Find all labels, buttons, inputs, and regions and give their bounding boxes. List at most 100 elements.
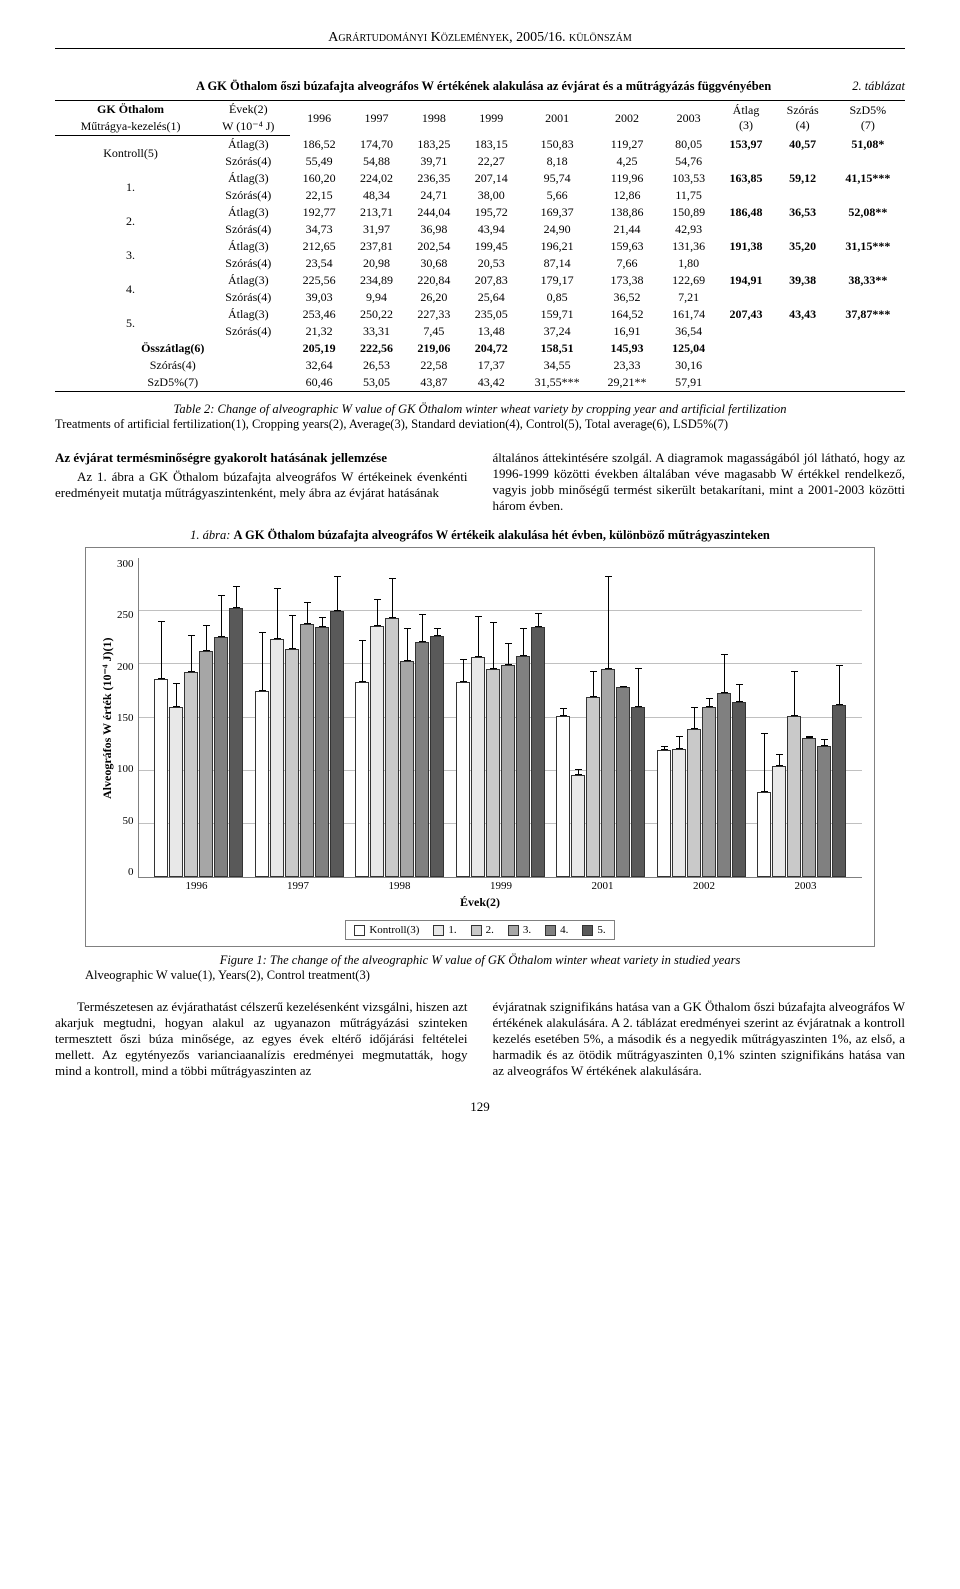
bar: [486, 669, 500, 877]
cell: 36,52: [594, 289, 660, 306]
cell-szoras-label: Szórás(4): [206, 221, 290, 238]
figure-lead: 1. ábra:: [190, 528, 230, 542]
cell: [831, 187, 905, 204]
cell-szoras-label: Szórás(4): [206, 289, 290, 306]
bar-wrap: [772, 558, 786, 877]
cell: 191,38: [717, 238, 774, 255]
cell: 54,88: [348, 153, 405, 170]
bar-wrap: [370, 558, 384, 877]
cell: 158,51: [520, 340, 594, 357]
cell: [717, 153, 774, 170]
cell: 160,20: [290, 170, 347, 187]
cell: [775, 374, 831, 392]
error-bar: [463, 659, 464, 682]
cell: [831, 221, 905, 238]
error-bar: [191, 635, 192, 672]
cell: 7,21: [660, 289, 717, 306]
cell: [717, 289, 774, 306]
error-bar: [292, 615, 293, 649]
bar: [516, 656, 530, 877]
table-title-row: A GK Öthalom őszi búzafajta alveográfos …: [55, 79, 905, 94]
legend-swatch: [354, 925, 365, 936]
cell-atlag-label: Átlag(3): [206, 272, 290, 289]
error-bar: [236, 586, 237, 608]
cell: 204,72: [463, 340, 520, 357]
cell: 159,63: [594, 238, 660, 255]
error-bar: [437, 628, 438, 635]
cell: 237,81: [348, 238, 405, 255]
year-group: [355, 558, 445, 877]
cell: 16,91: [594, 323, 660, 340]
bar: [199, 651, 213, 877]
bar: [255, 691, 269, 877]
bar: [687, 729, 701, 877]
bar-wrap: [330, 558, 344, 877]
bar-wrap: [817, 558, 831, 877]
legend-item: 3.: [508, 924, 531, 936]
cell: [717, 374, 774, 392]
cell: 5,66: [520, 187, 594, 204]
cell: 122,69: [660, 272, 717, 289]
cell: 22,58: [405, 357, 462, 374]
cell: 145,93: [594, 340, 660, 357]
summary-label: Összátlag(6): [55, 340, 290, 357]
bar-wrap: [531, 558, 545, 877]
error-bar: [709, 698, 710, 707]
bar-wrap: [415, 558, 429, 877]
cell: 17,37: [463, 357, 520, 374]
bar-wrap: [757, 558, 771, 877]
cell: 1,80: [660, 255, 717, 272]
y-axis-label: Alveográfos W érték (10⁻⁴ J)(1): [98, 558, 117, 878]
hdr-y0: 1996: [290, 101, 347, 136]
legend-swatch: [582, 925, 593, 936]
bar-wrap: [556, 558, 570, 877]
x-tick: 2001: [558, 880, 648, 892]
para2-right: évjáratnak szignifikáns hatása van a GK …: [493, 999, 906, 1079]
error-bar: [206, 625, 207, 651]
bar-wrap: [802, 558, 816, 877]
error-bar: [824, 739, 825, 746]
cell: 22,15: [290, 187, 347, 204]
summary-label: SzD5%(7): [55, 374, 290, 392]
bar: [531, 627, 545, 877]
year-group: [656, 558, 746, 877]
bar: [430, 636, 444, 877]
cell-szoras-label: Szórás(4): [206, 187, 290, 204]
cell-atlag-label: Átlag(3): [206, 136, 290, 154]
legend-swatch: [508, 925, 519, 936]
cell: [717, 323, 774, 340]
bar: [300, 624, 314, 877]
x-tick: 1998: [355, 880, 445, 892]
cell: [831, 153, 905, 170]
cell-atlag-label: Átlag(3): [206, 306, 290, 323]
bar-wrap: [501, 558, 515, 877]
y-tick: 150: [117, 712, 134, 724]
year-group: [556, 558, 646, 877]
bar-wrap: [400, 558, 414, 877]
cell: 163,85: [717, 170, 774, 187]
y-tick: 250: [117, 609, 134, 621]
error-bar: [307, 602, 308, 624]
cell: 164,52: [594, 306, 660, 323]
bar-wrap: [732, 558, 746, 877]
cell: 26,20: [405, 289, 462, 306]
bar: [732, 702, 746, 877]
error-bar: [493, 622, 494, 669]
legend-label: 2.: [486, 924, 494, 936]
error-bar: [578, 769, 579, 775]
legend-label: 3.: [523, 924, 531, 936]
cell: 236,35: [405, 170, 462, 187]
cell-atlag-label: Átlag(3): [206, 204, 290, 221]
cell: 207,83: [463, 272, 520, 289]
cell: [831, 340, 905, 357]
bar-wrap: [285, 558, 299, 877]
cell: 253,46: [290, 306, 347, 323]
cell: 159,71: [520, 306, 594, 323]
bar-wrap: [631, 558, 645, 877]
cell: 186,48: [717, 204, 774, 221]
hdr-y1: 1997: [348, 101, 405, 136]
cell: 222,56: [348, 340, 405, 357]
cell: 29,21**: [594, 374, 660, 392]
bar-wrap: [687, 558, 701, 877]
cell: 21,44: [594, 221, 660, 238]
